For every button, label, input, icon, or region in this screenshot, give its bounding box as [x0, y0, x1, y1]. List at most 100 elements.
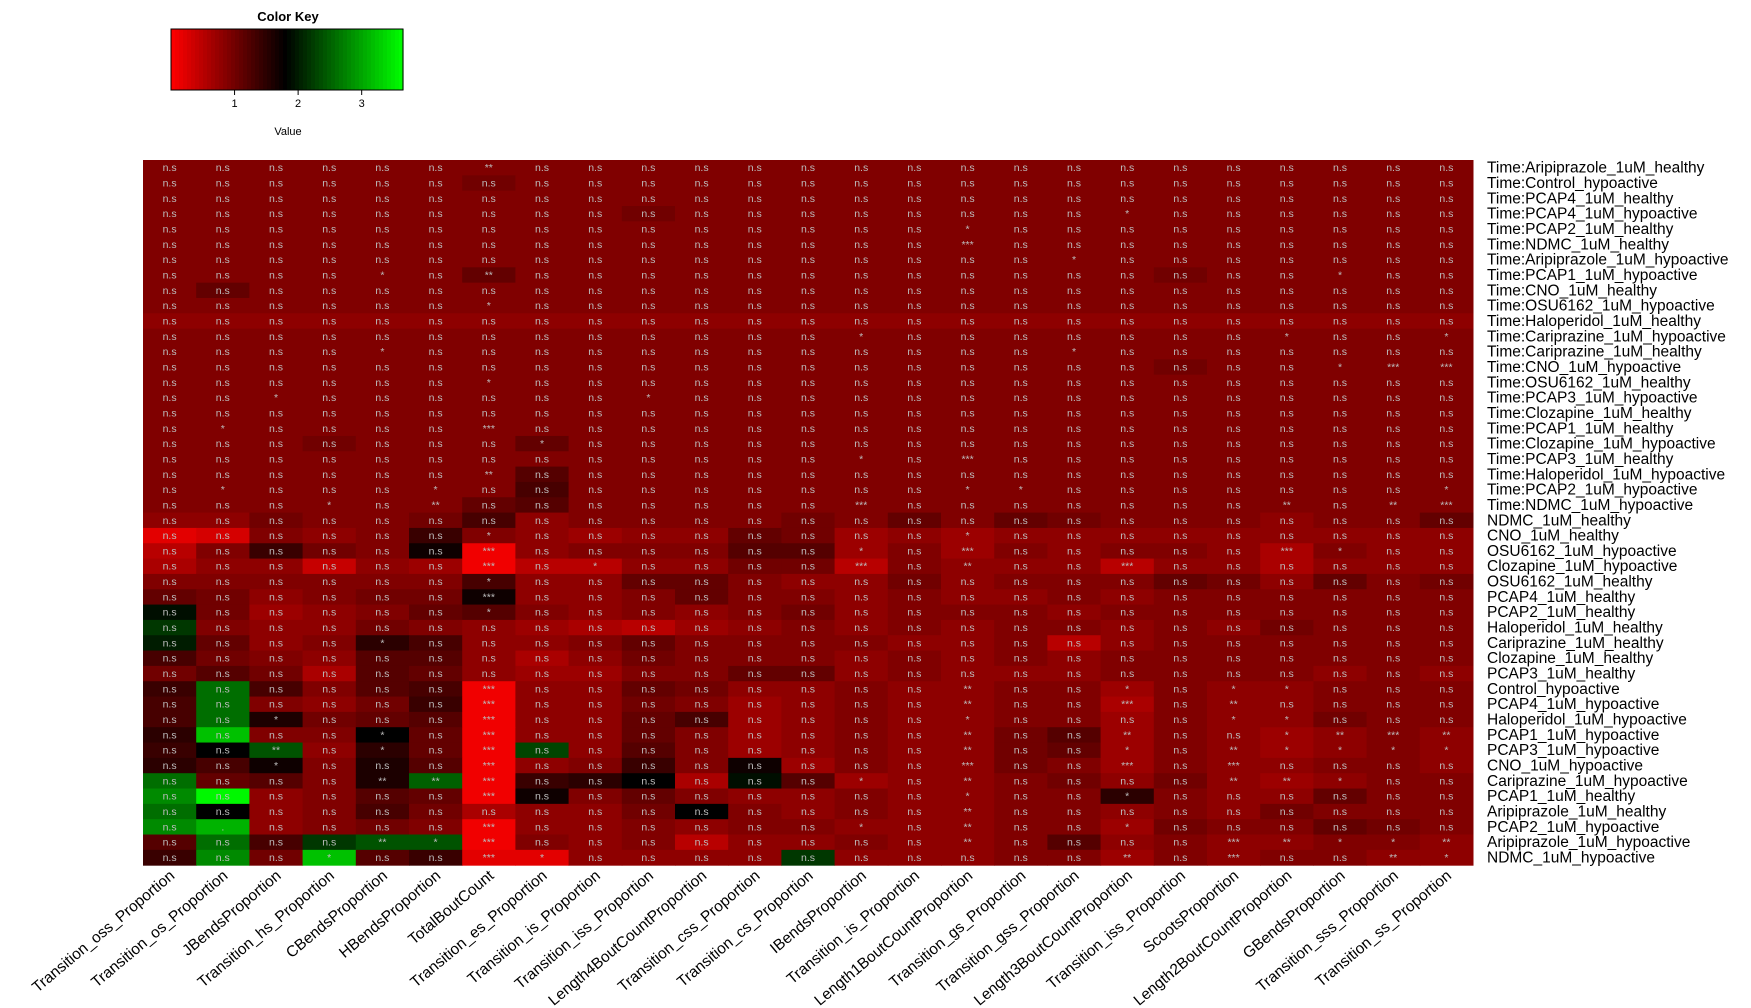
heatmap-cell — [781, 420, 836, 437]
heatmap-cell — [1260, 481, 1314, 498]
heatmap-cell-label: n.s — [907, 683, 921, 695]
heatmap-cell-label: n.s — [1227, 622, 1241, 634]
heatmap-cell — [462, 435, 516, 452]
heatmap-cell-label: n.s — [1439, 453, 1453, 465]
heatmap-cell-label: n.s — [641, 162, 655, 174]
heatmap-cell — [462, 420, 516, 437]
heatmap-cell-label: n.s — [1067, 699, 1081, 711]
heatmap-cell — [994, 665, 1048, 682]
heatmap-cell — [1260, 343, 1314, 360]
heatmap-cell — [941, 420, 995, 437]
heatmap-cell-label: n.s — [429, 469, 443, 481]
heatmap-cell-label: n.s — [1439, 377, 1453, 389]
heatmap-cell — [728, 665, 782, 682]
heatmap-cell — [249, 604, 304, 621]
heatmap-cell-label: n.s — [801, 622, 815, 634]
heatmap-cell-label: n.s — [695, 208, 709, 220]
heatmap-cell-label: n.s — [641, 499, 655, 511]
heatmap-cell-label: n.s — [1173, 561, 1187, 573]
heatmap-cell-label: n.s — [1386, 453, 1400, 465]
heatmap-cell — [1419, 328, 1474, 345]
heatmap-cell — [409, 251, 463, 268]
heatmap-cell-label: n.s — [1120, 177, 1134, 189]
heatmap-cell — [887, 190, 942, 207]
heatmap-cell-label: n.s — [1227, 331, 1241, 343]
heatmap-cell — [568, 711, 623, 728]
heatmap-cell — [675, 205, 729, 222]
heatmap-cell — [1153, 221, 1208, 238]
heatmap-cell — [249, 819, 304, 836]
heatmap-cell-label: n.s — [801, 177, 815, 189]
heatmap-cell — [568, 267, 623, 284]
heatmap-cell-label: n.s — [269, 837, 283, 849]
heatmap-cell-label: n.s — [588, 223, 602, 235]
heatmap-cell — [196, 205, 250, 222]
heatmap-cell-label: n.s — [748, 806, 762, 818]
heatmap-cell-label: * — [327, 499, 331, 511]
heatmap-cell-label: n.s — [1386, 561, 1400, 573]
heatmap-cell-label: n.s — [1333, 561, 1347, 573]
heatmap-cell — [781, 374, 836, 391]
heatmap-cell — [834, 742, 889, 759]
heatmap-cell — [515, 849, 570, 866]
heatmap-cell — [462, 711, 516, 728]
heatmap-cell-label: n.s — [801, 699, 815, 711]
heatmap-cell-label: n.s — [163, 821, 177, 833]
heatmap-cell-label: n.s — [1280, 269, 1294, 281]
color-key-gradient — [171, 29, 404, 90]
heatmap-cell — [568, 727, 623, 744]
heatmap-cell-label: n.s — [588, 607, 602, 619]
heatmap-cell-label: n.s — [1280, 177, 1294, 189]
heatmap-cell-label: n.s — [1333, 484, 1347, 496]
heatmap-cell-label: * — [646, 392, 650, 404]
heatmap-cell-label: n.s — [695, 729, 709, 741]
heatmap-cell — [675, 251, 729, 268]
heatmap-cell-label: n.s — [801, 745, 815, 757]
heatmap-cell-label: n.s — [269, 515, 283, 527]
heatmap-cell-label: n.s — [1333, 821, 1347, 833]
heatmap-cell — [568, 558, 623, 575]
heatmap-cell-label: n.s — [482, 407, 496, 419]
heatmap-cell-label: n.s — [1014, 346, 1028, 358]
heatmap-cell — [515, 221, 570, 238]
heatmap-cell-label: n.s — [269, 223, 283, 235]
heatmap-cell-label: n.s — [695, 361, 709, 373]
heatmap-cell-label: n.s — [1067, 392, 1081, 404]
heatmap-cell — [1313, 420, 1368, 437]
heatmap-cell — [1100, 359, 1155, 376]
heatmap-cell — [355, 819, 410, 836]
heatmap-cell — [781, 221, 836, 238]
heatmap-cell — [887, 573, 942, 590]
heatmap-cell-label: n.s — [907, 361, 921, 373]
heatmap-cell-label: n.s — [1173, 331, 1187, 343]
color-key-swatch — [275, 29, 280, 90]
heatmap-cell-label: n.s — [429, 653, 443, 665]
heatmap-cell-label: * — [487, 530, 491, 542]
heatmap-cell-label: n.s — [1333, 453, 1347, 465]
heatmap-cell — [196, 328, 250, 345]
heatmap-cell — [143, 589, 197, 606]
heatmap-cell-label: n.s — [216, 223, 230, 235]
heatmap-cell-label: n.s — [748, 300, 762, 312]
heatmap-cell-label: n.s — [216, 699, 230, 711]
heatmap-cell — [941, 573, 995, 590]
heatmap-cell-label: n.s — [163, 668, 177, 680]
heatmap-cell — [409, 773, 463, 790]
heatmap-cell — [355, 681, 410, 698]
row-label: PCAP4_1uM_hypoactive — [1487, 696, 1659, 713]
heatmap-cell — [1100, 727, 1155, 744]
heatmap-cell — [1260, 374, 1314, 391]
heatmap-cell — [1419, 788, 1474, 805]
heatmap-cell — [834, 236, 889, 253]
heatmap-cell — [1047, 175, 1102, 192]
heatmap-cell — [781, 803, 836, 820]
heatmap-cell-label: n.s — [1067, 315, 1081, 327]
heatmap-cell-label: n.s — [1067, 760, 1081, 772]
heatmap-cell-label: n.s — [1067, 223, 1081, 235]
heatmap-cell — [1047, 543, 1102, 560]
heatmap-cell-label: n.s — [748, 607, 762, 619]
heatmap-cell-label: n.s — [801, 239, 815, 251]
heatmap-cell — [355, 497, 410, 514]
heatmap-cell-label: *** — [1387, 361, 1399, 373]
heatmap-cell — [1047, 435, 1102, 452]
